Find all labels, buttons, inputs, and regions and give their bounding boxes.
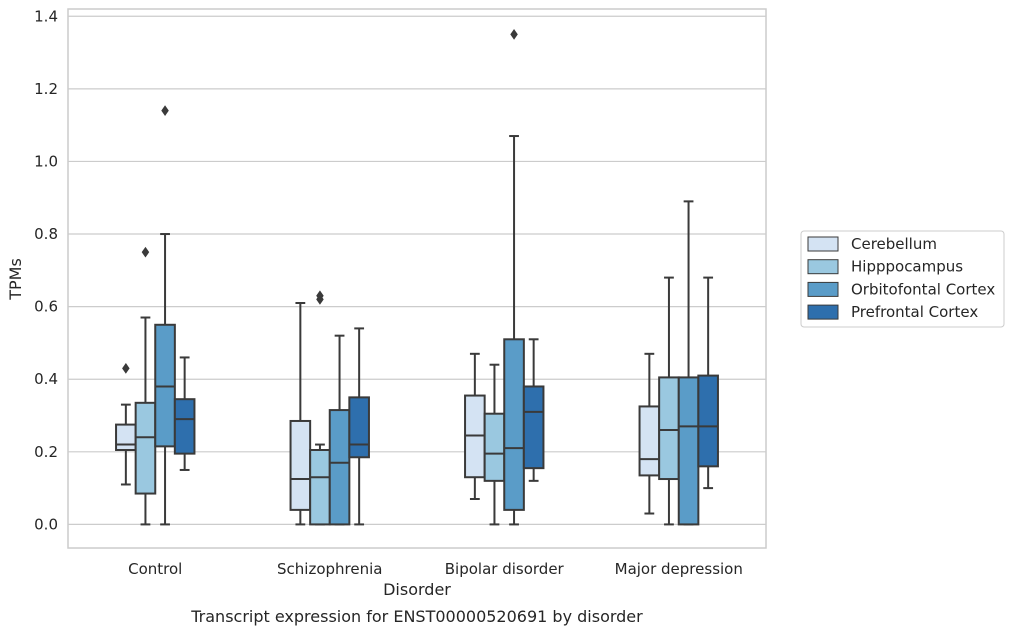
box-body <box>289 419 312 511</box>
outlier-point <box>141 246 150 258</box>
legend-swatch <box>807 259 839 275</box>
box-0-3 <box>173 356 196 471</box>
legend: Cerebellum Hipppocampus Orbitofontal Corte… <box>800 230 1005 328</box>
y-tick-label: 1.2 <box>34 80 58 98</box>
box-1-3 <box>348 327 370 526</box>
box-body <box>483 412 506 482</box>
box-0-2 <box>154 105 176 526</box>
box-2-1 <box>483 363 506 526</box>
box-plot-marks <box>115 29 719 526</box>
x-tick-label: Control <box>128 560 182 578</box>
legend-label: Prefrontal Cortex <box>851 303 978 321</box>
box-body <box>348 396 370 459</box>
legend-swatch <box>807 281 839 297</box>
legend-label: Orbitofontal Cortex <box>851 280 995 298</box>
box-body <box>173 398 196 455</box>
y-axis-ticks: 0.0 0.2 0.4 0.6 0.8 1.0 1.2 1.4 <box>34 7 58 533</box>
box-3-3 <box>697 276 719 490</box>
y-tick-label: 0.6 <box>34 298 58 316</box>
x-tick-label: Major depression <box>615 560 743 578</box>
box-1-2 <box>328 334 351 526</box>
box-3-1 <box>658 276 680 526</box>
outlier-point <box>316 290 324 302</box>
y-tick-label: 0.0 <box>34 515 58 533</box>
box-body <box>697 374 719 468</box>
x-axis-ticks: Control Schizophrenia Bipolar disorder Majo… <box>128 560 743 578</box>
box-1-1 <box>309 290 331 526</box>
outlier-point <box>510 29 518 40</box>
box-0-0 <box>115 362 137 486</box>
outlier-point <box>122 362 130 374</box>
y-axis-title: TPMs <box>6 258 25 301</box>
box-body <box>309 449 331 526</box>
legend-frame <box>800 230 1005 328</box>
box-body <box>115 423 137 451</box>
outlier-point <box>161 105 169 117</box>
box-2-3 <box>522 338 545 482</box>
chart-caption: Transcript expression for ENST0000052069… <box>190 607 643 626</box>
legend-label: Hipppocampus <box>851 258 963 276</box>
box-body <box>328 409 351 526</box>
legend-swatch <box>807 304 839 320</box>
box-3-0 <box>638 352 661 515</box>
x-axis-title: Disorder <box>383 580 451 599</box>
box-body <box>522 385 545 470</box>
x-tick-label: Schizophrenia <box>277 560 382 578</box>
y-tick-label: 0.4 <box>34 370 58 388</box>
y-tick-label: 1.0 <box>34 152 58 170</box>
box-body <box>134 401 157 495</box>
box-body <box>503 338 525 511</box>
legend-label: Cerebellum <box>851 235 937 253</box>
box-body <box>677 376 700 526</box>
box-body <box>638 405 661 477</box>
y-tick-label: 0.8 <box>34 225 58 243</box>
legend-swatch <box>807 236 839 252</box>
x-tick-label: Bipolar disorder <box>445 560 565 578</box>
y-tick-label: 0.2 <box>34 443 58 461</box>
y-tick-label: 1.4 <box>34 7 58 25</box>
box-0-1 <box>134 246 157 526</box>
box-body <box>658 376 680 481</box>
